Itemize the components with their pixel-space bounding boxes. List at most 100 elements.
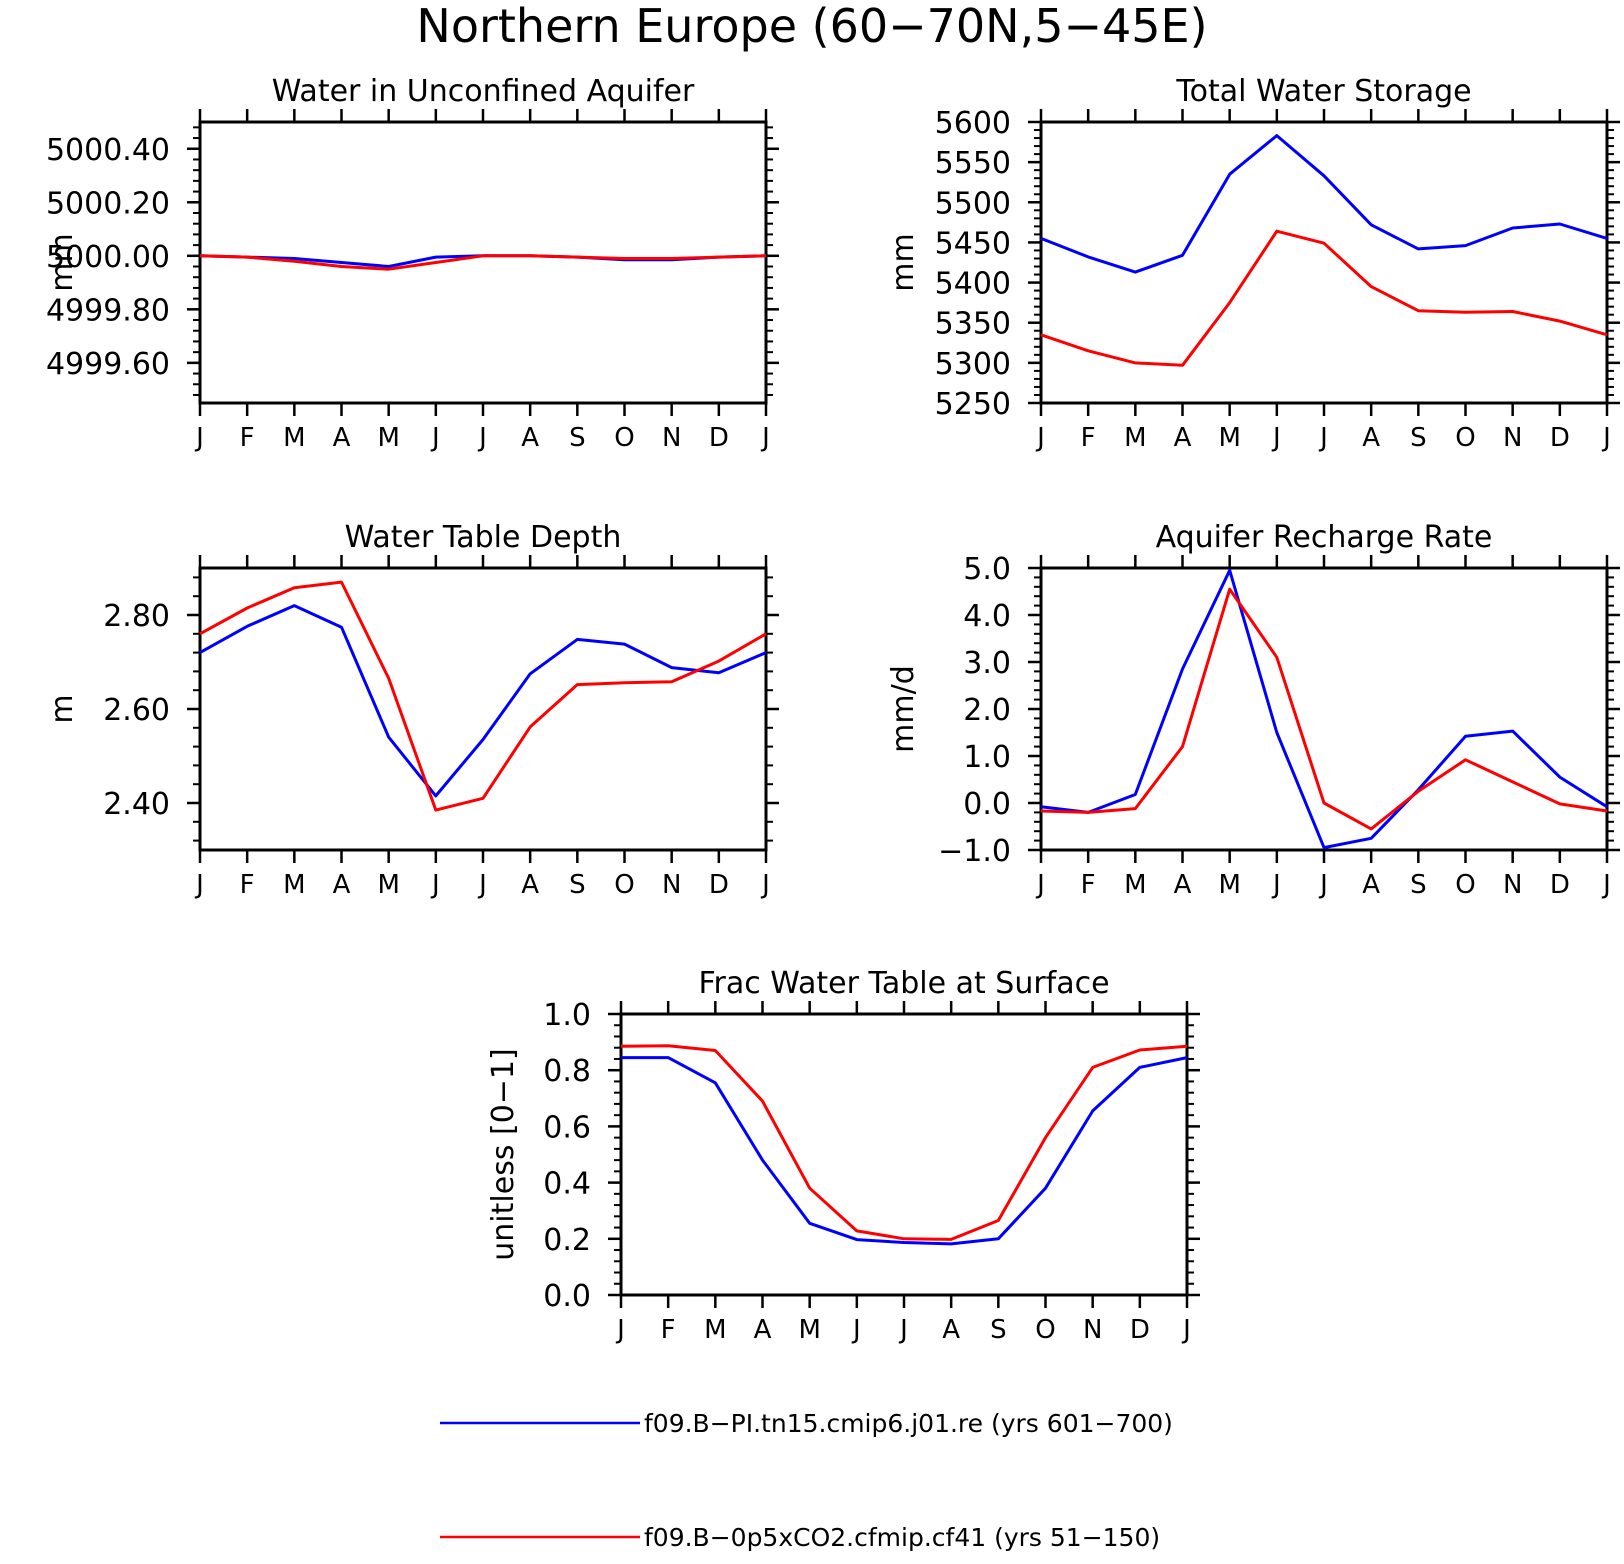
x-tick-label: A [1362, 870, 1380, 900]
y-axis-label: m [45, 694, 80, 723]
x-tick-label: J [851, 1315, 861, 1345]
x-tick-label: O [1035, 1315, 1055, 1345]
figure-title: Northern Europe (60−70N,5−45E) [416, 0, 1207, 53]
panel-title: Total Water Storage [1175, 74, 1471, 109]
panel-title: Water Table Depth [345, 520, 622, 555]
x-tick-label: M [283, 423, 305, 453]
y-axis-label: mm/d [886, 665, 921, 753]
x-tick-label: A [1174, 870, 1192, 900]
y-tick-label: 4999.60 [46, 347, 170, 382]
x-tick-label: O [1455, 423, 1475, 453]
y-tick-label: 1.0 [543, 998, 591, 1033]
x-tick-label: J [430, 870, 440, 900]
y-tick-label: 5250 [935, 387, 1011, 422]
series-line-1 [621, 1056, 1188, 1246]
series-line-2 [620, 1044, 1188, 1241]
x-tick-label: M [1218, 870, 1240, 900]
x-tick-label: J [1035, 423, 1045, 453]
y-tick-label: 2.80 [103, 599, 170, 634]
series-line-2 [199, 580, 767, 812]
x-tick-label: M [283, 870, 305, 900]
x-tick-label: A [1174, 423, 1192, 453]
x-tick-label: J [1318, 423, 1328, 453]
x-tick-label: J [760, 870, 770, 900]
x-tick-label: A [1362, 423, 1380, 453]
x-tick-label: D [709, 870, 729, 900]
y-tick-label: 5400 [935, 267, 1011, 302]
x-tick-label: N [662, 423, 681, 453]
x-tick-label: J [1601, 423, 1611, 453]
y-tick-label: 4999.80 [46, 293, 170, 328]
y-tick-label: 0.0 [963, 787, 1011, 822]
x-tick-label: J [194, 870, 204, 900]
y-tick-label: 0.0 [543, 1279, 591, 1314]
x-tick-label: M [377, 423, 399, 453]
x-tick-label: J [194, 423, 204, 453]
y-tick-label: 0.6 [543, 1110, 591, 1145]
x-tick-label: F [240, 423, 255, 453]
y-tick-label: 5350 [935, 307, 1011, 342]
x-tick-label: F [1081, 423, 1096, 453]
x-tick-label: J [477, 423, 487, 453]
series-line-1 [1040, 134, 1608, 274]
y-tick-label: 2.0 [963, 693, 1011, 728]
x-tick-label: O [614, 870, 634, 900]
y-tick-label: 2.60 [103, 693, 170, 728]
chart-panel-1: J F M A M J J A S O N D J4999.604999.805000.005000.2… [45, 74, 779, 453]
x-tick-label: J [1035, 870, 1045, 900]
x-tick-label: A [942, 1315, 960, 1345]
series-line-2 [199, 254, 767, 271]
x-tick-label: S [569, 870, 586, 900]
x-tick-label: J [1271, 870, 1281, 900]
y-axis-label: mm [45, 233, 80, 291]
chart-panels: J F M A M J J A S O N D J4999.604999.805000.005000.2… [45, 74, 1620, 1345]
x-tick-label: O [614, 423, 634, 453]
x-tick-label: D [1550, 423, 1570, 453]
x-tick-label: S [569, 423, 586, 453]
x-tick-label: J [1601, 870, 1611, 900]
x-tick-label: F [1081, 870, 1096, 900]
y-tick-label: 0.2 [543, 1223, 591, 1258]
x-tick-label: S [1410, 423, 1427, 453]
plot-frame [619, 1012, 1189, 1297]
y-tick-label: 5.0 [963, 552, 1011, 587]
x-tick-label: A [333, 870, 351, 900]
legend: f09.B−PI.tn15.cmip6.j01.re (yrs 601−700)… [440, 1409, 1173, 1552]
y-tick-label: 5000.00 [46, 240, 170, 275]
x-tick-label: M [1218, 423, 1240, 453]
x-tick-label: S [1410, 870, 1427, 900]
x-tick-label: J [477, 870, 487, 900]
x-tick-label: A [333, 423, 351, 453]
x-tick-label: J [1318, 870, 1328, 900]
x-tick-label: D [1550, 870, 1570, 900]
x-tick-label: N [1503, 870, 1522, 900]
series-line-2 [1040, 587, 1608, 831]
y-tick-label: −1.0 [938, 834, 1011, 869]
y-tick-label: 5500 [935, 186, 1011, 221]
x-tick-label: D [709, 423, 729, 453]
x-tick-label: A [521, 423, 539, 453]
y-tick-label: 2.40 [103, 787, 170, 822]
x-tick-label: A [521, 870, 539, 900]
y-tick-label: 0.4 [543, 1167, 591, 1202]
series-line-1 [1040, 568, 1608, 850]
x-tick-label: J [760, 423, 770, 453]
panel-title: Water in Unconfined Aquifer [272, 74, 695, 109]
x-tick-label: J [1271, 423, 1281, 453]
plot-frame [1039, 566, 1609, 852]
x-tick-label: J [1181, 1315, 1191, 1345]
y-tick-label: 5600 [935, 106, 1011, 141]
y-tick-label: 0.8 [543, 1054, 591, 1089]
x-tick-label: J [615, 1315, 625, 1345]
x-tick-label: O [1455, 870, 1475, 900]
x-tick-label: F [661, 1315, 676, 1345]
x-tick-label: N [1083, 1315, 1102, 1345]
x-tick-label: J [430, 423, 440, 453]
y-tick-label: 5300 [935, 347, 1011, 382]
x-tick-label: M [798, 1315, 820, 1345]
y-tick-label: 4.0 [963, 599, 1011, 634]
legend-label-2: f09.B−0p5xCO2.cfmip.cf41 (yrs 51−150) [644, 1523, 1160, 1552]
